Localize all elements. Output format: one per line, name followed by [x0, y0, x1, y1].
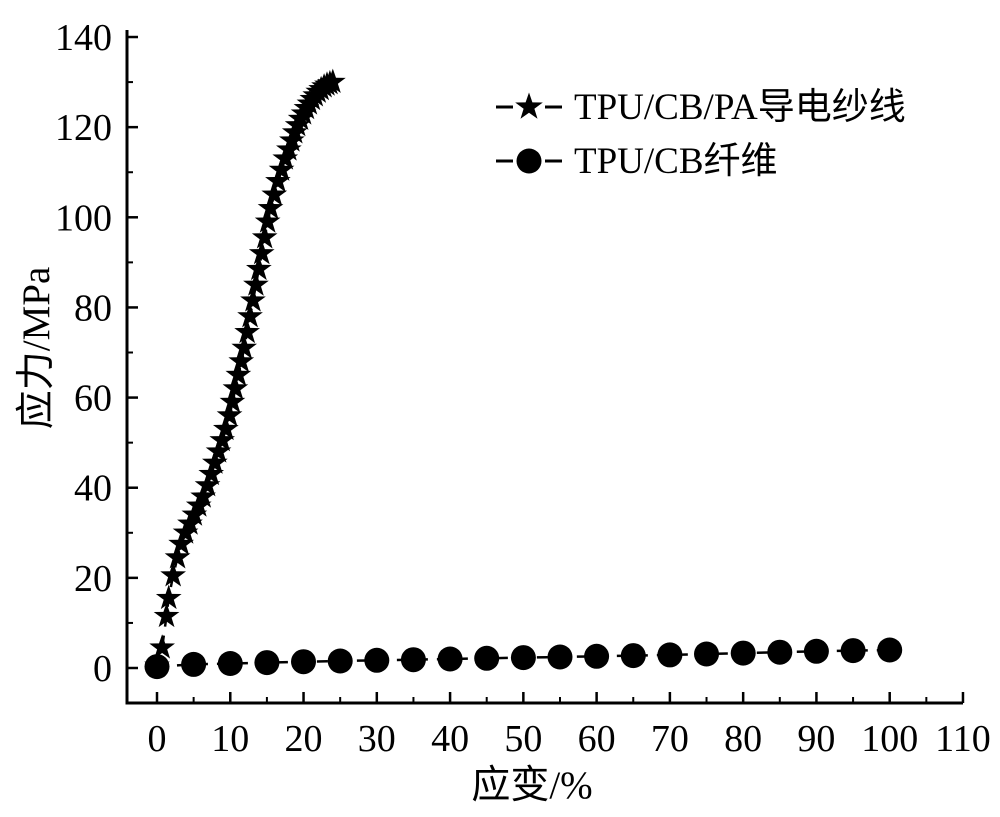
star-marker	[268, 156, 295, 181]
y-axis-ticks: 0 20 40 60 80 100 120 140	[55, 17, 138, 690]
star-marker	[216, 402, 243, 427]
star-marker-icon	[496, 92, 562, 119]
x-tick-label: 40	[431, 718, 469, 760]
x-tick-label: 20	[285, 718, 323, 760]
circle-marker	[620, 643, 646, 669]
star-marker	[246, 255, 272, 281]
legend-label: TPU/CB纤维	[574, 140, 778, 182]
star-marker	[198, 460, 225, 486]
star-marker	[205, 438, 232, 463]
circle-marker	[364, 647, 390, 673]
circle-marker	[547, 644, 573, 670]
circle-marker	[657, 642, 683, 668]
star-marker	[265, 167, 291, 193]
circle-marker	[803, 638, 829, 664]
circle-marker	[181, 651, 207, 677]
star-marker	[243, 271, 269, 296]
y-tick-label: 120	[55, 107, 112, 149]
circle-marker	[144, 654, 170, 680]
circle-marker	[584, 643, 610, 669]
legend-item: TPU/CB/PA导电纱线	[496, 88, 906, 126]
x-tick-label: 90	[797, 718, 835, 760]
star-marker	[237, 303, 263, 328]
star-marker	[228, 348, 255, 373]
star-marker	[219, 388, 246, 413]
star-marker	[276, 136, 302, 161]
star-marker	[190, 483, 216, 508]
star-marker	[168, 530, 194, 555]
y-tick-label: 140	[55, 17, 112, 59]
circle-marker	[767, 639, 793, 665]
x-tick-label: 30	[358, 718, 396, 760]
circle-marker	[327, 648, 353, 674]
x-tick-label: 0	[148, 718, 167, 760]
y-tick-label: 0	[93, 648, 112, 690]
star-marker	[209, 426, 235, 452]
y-tick-label: 100	[55, 197, 112, 239]
x-tick-label: 80	[724, 718, 762, 760]
star-marker	[149, 634, 175, 659]
star-marker	[164, 544, 191, 569]
y-tick-label: 20	[74, 558, 112, 600]
circle-marker	[694, 641, 719, 667]
circle-marker	[217, 651, 243, 676]
legend: TPU/CB/PA导电纱线 TPU/CB纤维	[496, 88, 906, 180]
y-tick-label: 60	[74, 378, 112, 420]
circle-marker	[840, 638, 866, 664]
star-marker	[231, 334, 257, 359]
conductive-yarn-series-markers	[144, 68, 346, 677]
x-tick-label: 60	[578, 718, 616, 760]
star-marker	[202, 449, 228, 474]
circle-marker-icon	[496, 148, 562, 174]
legend-item: TPU/CB纤维	[496, 142, 906, 180]
x-tick-label: 70	[651, 718, 689, 760]
y-tick-label: 40	[74, 468, 112, 510]
x-tick-label: 50	[504, 718, 542, 760]
circle-marker	[730, 640, 756, 666]
star-marker	[240, 287, 266, 312]
star-marker	[254, 208, 281, 233]
circle-marker	[254, 650, 280, 676]
x-tick-label: 110	[935, 718, 991, 760]
star-marker	[225, 361, 252, 386]
star-marker	[213, 415, 239, 441]
x-axis-ticks: 0 10 20 30 40 50 60 70 80 90 100 110	[148, 692, 991, 760]
star-marker	[194, 472, 221, 497]
star-marker	[160, 562, 186, 587]
circle-marker	[877, 637, 903, 663]
circle-marker	[437, 646, 463, 672]
circle-marker	[291, 649, 316, 675]
star-marker	[261, 181, 288, 206]
y-tick-label: 80	[74, 287, 112, 329]
star-marker	[248, 239, 275, 265]
x-axis-title: 应变/%	[471, 764, 593, 807]
star-marker	[153, 602, 180, 628]
star-marker	[222, 375, 249, 400]
star-marker	[320, 68, 346, 93]
x-tick-label: 10	[211, 718, 249, 760]
circle-marker	[474, 645, 500, 671]
star-marker	[257, 194, 284, 220]
circle-marker	[516, 148, 542, 174]
star-marker	[251, 224, 278, 249]
legend-label: TPU/CB/PA导电纱线	[574, 86, 906, 128]
circle-marker	[510, 645, 536, 671]
star-marker	[234, 318, 260, 344]
x-tick-label: 100	[861, 718, 918, 760]
star-marker	[515, 92, 543, 119]
circle-marker	[400, 647, 426, 673]
star-marker	[155, 584, 182, 610]
y-axis-title: 应力/MPa	[15, 266, 58, 430]
fiber-series-markers	[144, 637, 903, 680]
